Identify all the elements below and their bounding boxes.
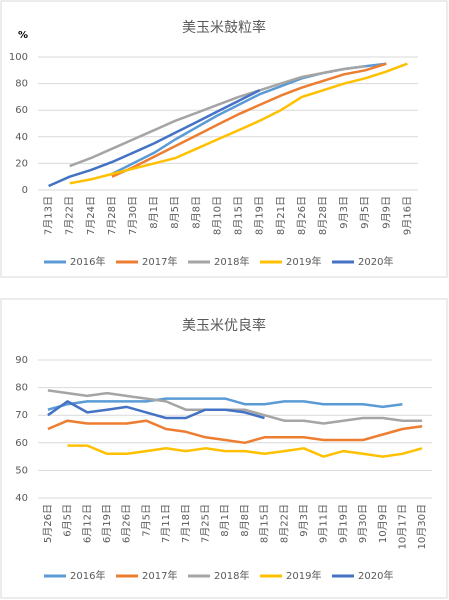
x-tick-label: 8月28日 xyxy=(317,196,329,235)
x-tick-label: 7月5日 xyxy=(140,504,152,537)
x-tick-label: 9月5日 xyxy=(359,196,371,229)
series-line xyxy=(67,444,423,458)
series-line xyxy=(48,89,261,188)
x-tick-label: 7月28日 xyxy=(106,196,118,235)
y-tick-label: 50 xyxy=(15,465,28,476)
y-tick-label: 70 xyxy=(15,410,28,421)
legend-label: 2020年 xyxy=(358,255,393,268)
y-tick-label: 90 xyxy=(15,355,28,366)
x-tick-label: 9月16日 xyxy=(401,196,413,235)
x-tick-label: 9月3日 xyxy=(338,196,350,229)
x-tick-label: 9月11日 xyxy=(318,504,330,543)
legend-label: 2016年 xyxy=(70,255,105,268)
x-tick-label: 8月26日 xyxy=(296,196,308,235)
x-tick-label: 8月1日 xyxy=(219,504,231,537)
series-line xyxy=(69,62,408,185)
legend-label: 2020年 xyxy=(358,569,393,582)
legend-label: 2018年 xyxy=(214,569,249,582)
y-tick-label: 60 xyxy=(15,105,28,116)
series-line xyxy=(47,389,423,425)
x-tick-label: 10月17日 xyxy=(396,504,408,549)
x-tick-label: 8月8日 xyxy=(239,504,251,537)
x-tick-label: 10月30日 xyxy=(416,504,428,549)
y-tick-label: 100 xyxy=(9,52,28,63)
x-tick-label: 8月1日 xyxy=(148,196,160,229)
x-tick-label: 10月9日 xyxy=(377,504,389,543)
chart-title: 美玉米鼓粒率 xyxy=(182,19,266,36)
x-tick-label: 9月30日 xyxy=(357,504,369,543)
y-tick-label: 40 xyxy=(15,493,28,504)
x-tick-label: 7月25日 xyxy=(199,504,211,543)
x-tick-label: 8月15日 xyxy=(259,504,271,543)
x-tick-label: 8月10日 xyxy=(211,196,223,235)
x-tick-label: 6月26日 xyxy=(121,504,133,543)
x-tick-label: 7月22日 xyxy=(64,196,76,235)
y-tick-label: 20 xyxy=(15,158,28,169)
legend-label: 2019年 xyxy=(286,569,321,582)
x-tick-label: 9月19日 xyxy=(337,504,349,543)
y-tick-label: 0 xyxy=(22,185,28,196)
x-tick-label: 6月12日 xyxy=(81,504,93,543)
x-tick-label: 6月5日 xyxy=(62,504,74,537)
x-tick-label: 7月18日 xyxy=(180,504,192,543)
x-tick-label: 8月5日 xyxy=(169,196,181,229)
series-line xyxy=(47,400,265,420)
x-tick-label: 8月15日 xyxy=(233,196,245,235)
x-tick-label: 9月3日 xyxy=(298,504,310,537)
x-tick-label: 8月8日 xyxy=(190,196,202,229)
x-tick-label: 8月21日 xyxy=(275,196,287,235)
x-tick-label: 9月9日 xyxy=(380,196,392,229)
chart-frame xyxy=(0,0,448,278)
y-tick-label: 80 xyxy=(15,79,28,90)
y-tick-label: 60 xyxy=(15,438,28,449)
x-tick-label: 5月26日 xyxy=(42,504,54,543)
x-tick-label: 7月11日 xyxy=(160,504,172,543)
y-tick-label: 40 xyxy=(15,132,28,143)
y-tick-label: 80 xyxy=(15,383,28,394)
series-line xyxy=(111,62,387,178)
legend-label: 2017年 xyxy=(142,569,177,582)
legend-label: 2017年 xyxy=(142,255,177,268)
x-tick-label: 7月13日 xyxy=(43,196,55,235)
y-axis-label: % xyxy=(18,30,28,41)
chart-title: 美玉米优良率 xyxy=(182,317,266,334)
legend-label: 2016年 xyxy=(70,569,105,582)
series-line xyxy=(47,419,423,445)
legend-label: 2018年 xyxy=(214,255,249,268)
x-tick-label: 6月19日 xyxy=(101,504,113,543)
x-tick-label: 8月22日 xyxy=(278,504,290,543)
legend-label: 2019年 xyxy=(286,255,321,268)
x-tick-label: 8月19日 xyxy=(254,196,266,235)
series-line xyxy=(69,65,366,168)
chart-frame xyxy=(0,298,448,599)
x-tick-label: 7月24日 xyxy=(85,196,97,235)
x-tick-label: 7月30日 xyxy=(127,196,139,235)
series-line xyxy=(47,397,403,411)
